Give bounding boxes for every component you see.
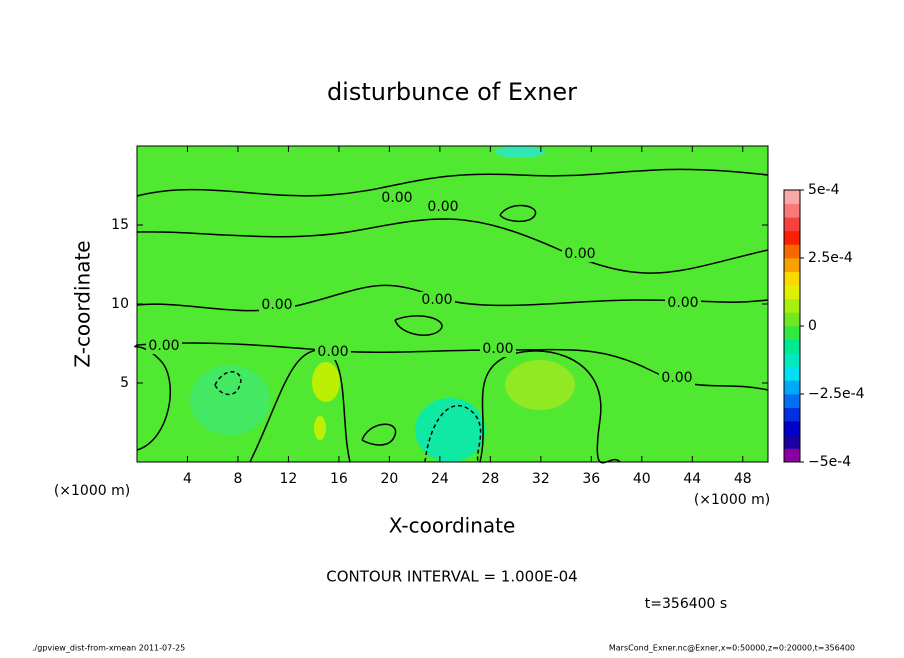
colorbar-bin [784,230,800,245]
chart-title: disturbunce of Exner [327,78,577,106]
colorbar-bin [784,298,800,313]
contour-label-bg [315,344,351,360]
colorbar-bin [784,407,800,422]
contour-label-bg [480,341,516,357]
colorbar-bin [784,326,800,340]
colorbar-tick-label: −2.5e-4 [808,386,865,402]
contour-label: 0.00 [317,344,348,360]
colorbar-bin [784,258,800,272]
contour-label-bg [259,297,295,313]
x-tick-label: 28 [481,471,499,487]
colorbar-bin [784,353,800,368]
contour-label: 0.00 [381,190,412,206]
x-tick-label: 40 [633,471,651,487]
x-tick-label: 24 [431,471,449,487]
colorbar-bin [784,380,800,395]
contour-label-bg [665,295,701,311]
contour-label-bg [425,199,461,215]
x-tick-label: 36 [582,471,600,487]
x-tick-label: 44 [683,471,701,487]
colorbar-bin [784,366,800,381]
x-tick-label: 12 [280,471,298,487]
y-unit: (×1000 m) [54,483,130,499]
colorbar-tick-label: −5e-4 [808,454,851,470]
colorbar-bin [784,203,800,218]
contour-label-bg [659,370,695,386]
y-tick-label: 10 [111,296,129,312]
x-tick-label: 8 [233,471,242,487]
colorbar-bin [784,285,800,300]
colorbar-bin [784,434,800,449]
x-tick-label: 4 [183,471,192,487]
contour-label-bg [562,246,598,262]
x-tick-label: 48 [734,471,752,487]
footer-left: ./gpview_dist-from-xmean 2011-07-25 [32,644,185,653]
y-tick-label: 5 [120,375,129,391]
colorbar-bin [784,448,800,463]
colorbar-bin [784,190,800,204]
x-unit: (×1000 m) [694,492,770,508]
contour-label: 0.00 [148,338,179,354]
contour-label: 0.00 [427,199,458,215]
contour-label-bg [419,292,455,308]
colorbar-bin [784,271,800,286]
time-label: t=356400 s [645,596,727,612]
contour-label: 0.00 [421,292,452,308]
contour-interval: CONTOUR INTERVAL = 1.000E-04 [326,568,577,586]
y-tick-label: 15 [111,217,129,233]
y-axis-label: Z-coordinate [71,240,95,367]
contour-label: 0.00 [661,370,692,386]
colorbar-bin [784,244,800,259]
footer-right: MarsCond_Exner.nc@Exner,x=0:50000,z=0:20… [609,644,855,653]
field [134,146,769,464]
contour-label-bg [146,338,182,354]
contour-label: 0.00 [261,297,292,313]
contour-label: 0.00 [564,246,595,262]
contour-label: 0.00 [482,341,513,357]
colorbar-bin [784,421,800,436]
colorbar-tick-label: 0 [808,318,817,334]
colorbar-bin [784,339,800,354]
colorbar-tick-label: 5e-4 [808,182,840,198]
contour-label-bg [379,190,415,206]
x-tick-label: 32 [532,471,550,487]
colorbar-bin [784,312,800,327]
colorbar-tick-label: 2.5e-4 [808,250,853,266]
x-tick-label: 16 [330,471,348,487]
contour-label: 0.00 [667,295,698,311]
x-axis-label: X-coordinate [389,514,516,538]
colorbar-bin [784,217,800,232]
colorbar-bin [784,394,800,408]
x-tick-label: 20 [380,471,398,487]
